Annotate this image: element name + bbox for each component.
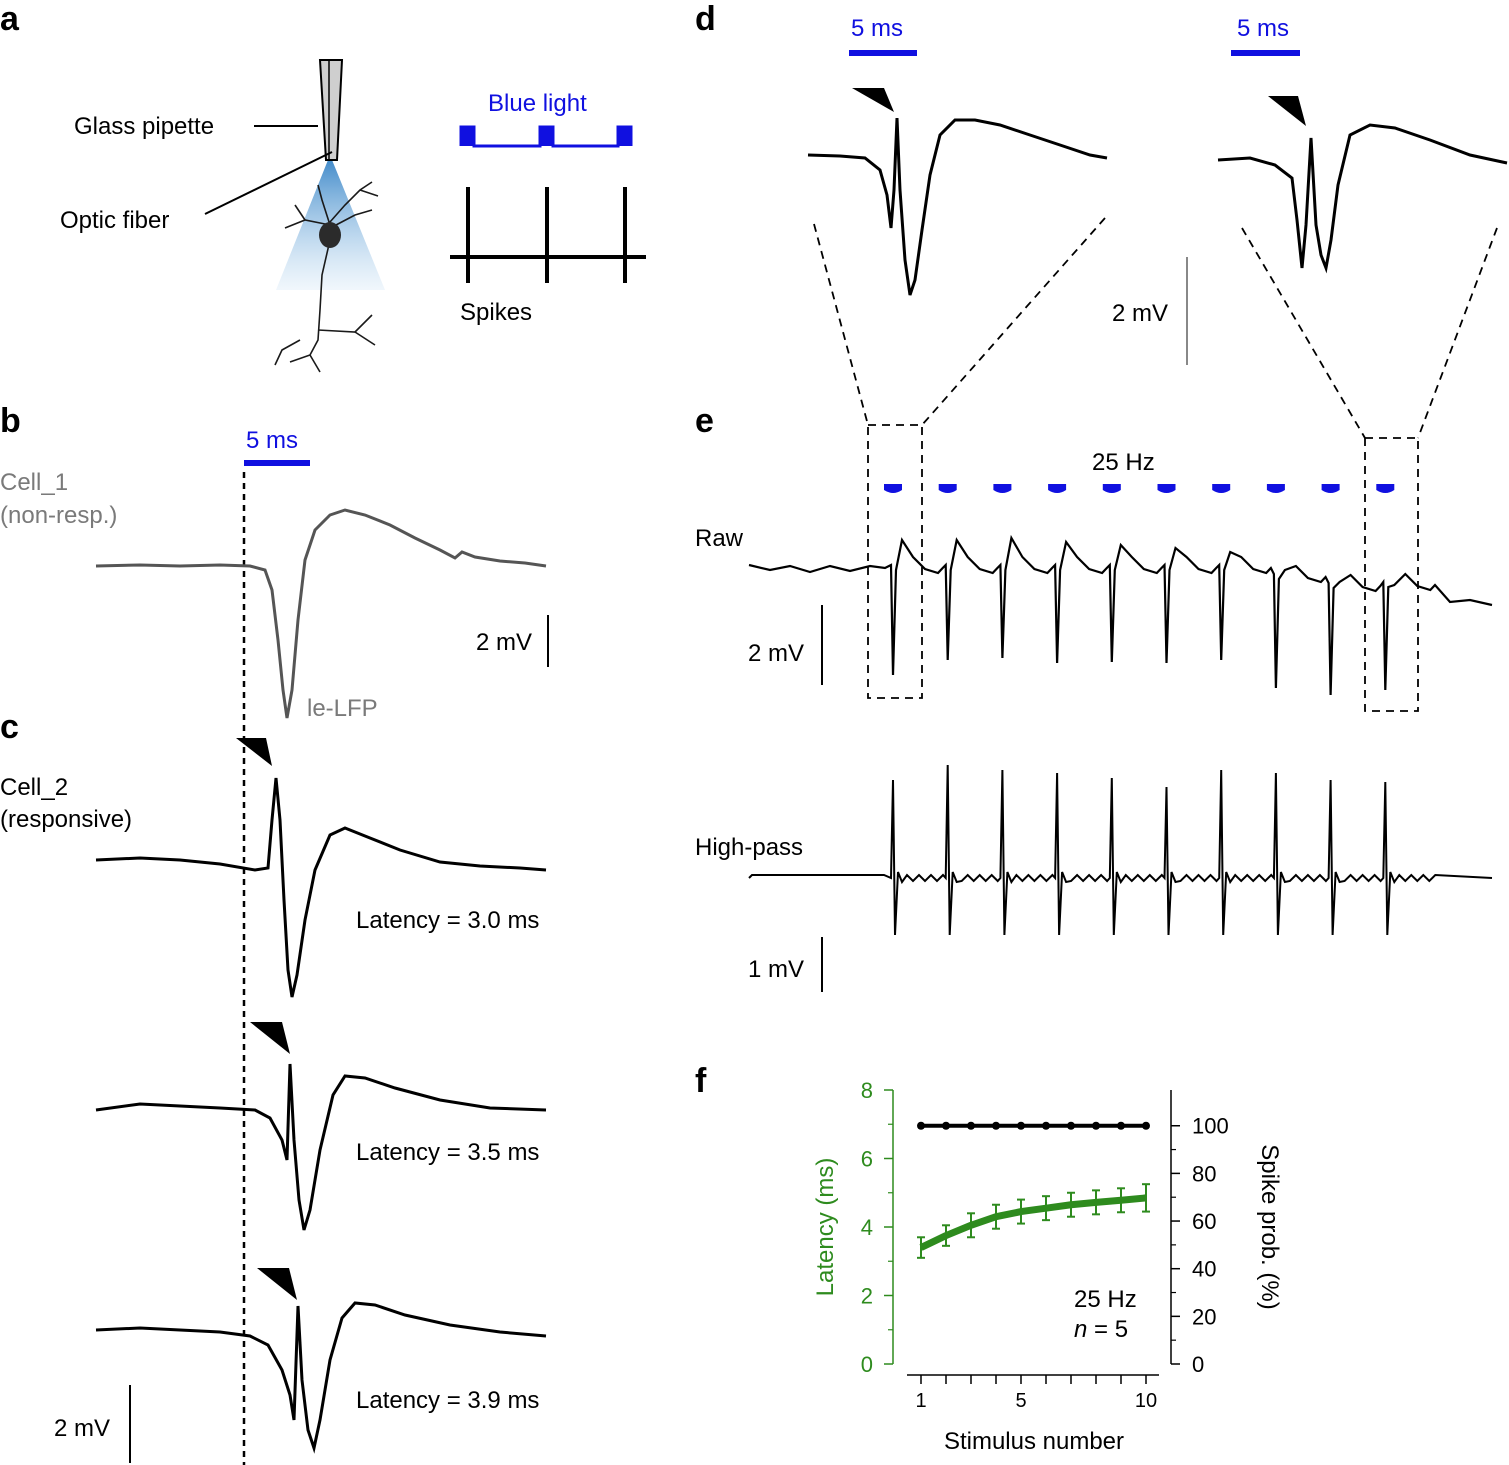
light-pulse: [1157, 484, 1176, 493]
fiber-pointer-line: [204, 151, 333, 215]
n-symbol: n: [1074, 1316, 1087, 1343]
blue-light-label: Blue light: [488, 90, 587, 117]
cell1-trace: [95, 508, 547, 719]
panel-label-c: c: [0, 708, 19, 746]
y-axis-label-left: Latency (ms): [812, 1158, 839, 1297]
voltage-scale-label-c: 2 mV: [54, 1415, 110, 1442]
spike-prob-point: [1092, 1121, 1100, 1130]
voltage-scale-label-d: 2 mV: [1112, 300, 1168, 327]
latency-label-1: Latency = 3.0 ms: [356, 907, 539, 934]
chart-annotation-n: n = 5: [1074, 1316, 1128, 1343]
latency-chart: 0 2 4 6 8 0 20 40 60 80 100 1 5 10 Latency (ms) Spi…: [812, 1078, 1283, 1455]
spike-prob-point: [1042, 1121, 1050, 1130]
spike-prob-point: [1117, 1121, 1125, 1130]
glass-pipette-shape: [318, 59, 344, 161]
light-pulse: [1048, 484, 1067, 493]
zoom-connector: [1417, 227, 1498, 439]
panel-label-b: b: [0, 402, 21, 440]
neuron-soma: [319, 222, 341, 248]
right-tick-label: 0: [1192, 1352, 1204, 1377]
chart-annotation-frequency: 25 Hz: [1074, 1286, 1137, 1313]
panel-label-d: d: [695, 0, 716, 38]
cell2-trace-1: [95, 777, 547, 998]
latency-label-3: Latency = 3.9 ms: [356, 1387, 539, 1414]
zoom-box-first: [867, 424, 923, 699]
light-pulse: [938, 484, 957, 493]
cell1-name: Cell_1: [0, 469, 68, 496]
left-tick-label: 8: [861, 1078, 873, 1103]
light-pulse: [1102, 484, 1121, 493]
spike-prob-point: [942, 1121, 950, 1130]
light-pulse: [1321, 484, 1340, 493]
spikes-label: Spikes: [460, 299, 532, 326]
frequency-label-e: 25 Hz: [1092, 449, 1155, 476]
right-tick-label: 20: [1192, 1304, 1216, 1329]
light-pulse: [1212, 484, 1231, 493]
cell2-note: (responsive): [0, 806, 132, 833]
left-tick-label: 2: [861, 1284, 873, 1309]
panel-label-a: a: [0, 0, 20, 38]
time-scale-label-d-right: 5 ms: [1237, 15, 1289, 42]
cell2-trace-2: [95, 1063, 547, 1231]
cell2-name: Cell_2: [0, 774, 68, 801]
optic-fiber-label: Optic fiber: [60, 207, 169, 234]
light-pulse: [884, 484, 902, 493]
le-lfp-label: le-LFP: [307, 695, 378, 722]
spike-prob-point: [992, 1121, 1000, 1130]
cell1-note: (non-resp.): [0, 502, 117, 529]
raw-scale-label: 2 mV: [748, 640, 804, 667]
left-tick-label: 0: [861, 1352, 873, 1377]
light-pulse: [1266, 484, 1285, 493]
raw-label: Raw: [695, 525, 744, 552]
spike-prob-point: [1017, 1121, 1025, 1130]
zoom-trace-left: [807, 117, 1108, 296]
x-axis-label: Stimulus number: [944, 1428, 1124, 1455]
highpass-scale-label: 1 mV: [748, 956, 804, 983]
raw-trace: [748, 534, 1493, 696]
panel-label-f: f: [695, 1062, 707, 1100]
right-tick-label: 60: [1192, 1209, 1216, 1234]
spike-prob-point: [1142, 1121, 1150, 1130]
spike-arrowhead: [250, 1022, 290, 1054]
spike-prob-point: [1067, 1121, 1075, 1130]
zoom-connector: [921, 217, 1106, 426]
cell2-trace-3: [95, 1301, 547, 1454]
right-tick-label: 40: [1192, 1257, 1216, 1282]
highpass-label: High-pass: [695, 834, 803, 861]
zoom-trace-right: [1217, 123, 1508, 274]
panel-label-e: e: [695, 402, 714, 440]
latency-label-2: Latency = 3.5 ms: [356, 1139, 539, 1166]
left-tick-label: 4: [861, 1215, 873, 1240]
spike-arrowhead: [236, 738, 272, 766]
time-scale-label-d-left: 5 ms: [851, 15, 903, 42]
voltage-scale-label-b: 2 mV: [476, 629, 532, 656]
zoom-connector: [1241, 227, 1366, 439]
light-pulse: [1376, 484, 1395, 493]
x-tick-label: 10: [1135, 1390, 1157, 1412]
zoom-connector: [813, 223, 869, 426]
light-pulse-train: [884, 484, 1395, 493]
spike-prob-point: [917, 1121, 925, 1130]
n-value: = 5: [1087, 1316, 1128, 1343]
x-tick-label: 5: [1015, 1390, 1026, 1412]
spike-arrowhead: [1268, 96, 1306, 126]
time-scale-label-b: 5 ms: [246, 427, 298, 454]
spike-prob-point: [967, 1121, 975, 1130]
spike-arrowhead: [852, 88, 894, 112]
left-tick-label: 6: [861, 1147, 873, 1172]
y-axis-label-right: Spike prob. (%): [1256, 1144, 1283, 1309]
light-pulse: [993, 484, 1012, 493]
latency-line: [919, 1194, 1147, 1251]
right-tick-label: 80: [1192, 1161, 1216, 1186]
zoom-box-last: [1364, 437, 1419, 712]
neuron-drawing: [274, 181, 379, 373]
highpass-trace: [748, 764, 1493, 936]
spike-arrowhead: [257, 1268, 297, 1300]
glass-pipette-label: Glass pipette: [74, 113, 214, 140]
right-tick-label: 100: [1192, 1114, 1229, 1139]
x-tick-label: 1: [915, 1390, 926, 1412]
